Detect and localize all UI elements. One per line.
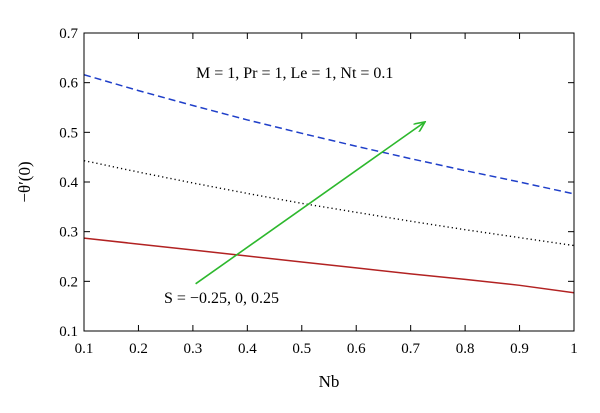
x-axis-ticks: 0.1 0.2 0.3 0.4 0.5 0.6 0.7 0.8 0.9 1 (75, 33, 578, 357)
series-line-3 (84, 74, 574, 195)
y-axis-label: −θ′(0) (15, 161, 34, 202)
y-tick-label: 0.5 (59, 125, 78, 141)
x-tick-label: 0.8 (456, 341, 475, 357)
y-tick-label: 0.1 (59, 324, 78, 340)
x-tick-label: 0.3 (184, 341, 203, 357)
y-tick-label: 0.6 (59, 76, 78, 92)
series-layer (84, 74, 574, 294)
s-direction-arrow (195, 122, 425, 285)
x-tick-label: 0.5 (292, 341, 311, 357)
y-tick-label: 0.4 (59, 175, 78, 191)
s-values-annotation: S = −0.25, 0, 0.25 (164, 290, 279, 307)
x-axis-label: Nb (319, 372, 340, 391)
y-tick-label: 0.7 (59, 26, 78, 42)
x-tick-label: 1 (570, 341, 578, 357)
x-tick-label: 0.7 (401, 341, 420, 357)
y-tick-label: 0.2 (59, 274, 78, 290)
y-tick-label: 0.3 (59, 225, 78, 241)
y-axis-ticks: 0.1 0.2 0.3 0.4 0.5 0.6 0.7 (59, 26, 574, 340)
x-tick-label: 0.2 (129, 341, 148, 357)
params-annotation: M = 1, Pr = 1, Le = 1, Nt = 0.1 (196, 65, 393, 82)
series-line-1 (84, 237, 574, 294)
x-tick-label: 0.6 (347, 341, 366, 357)
x-tick-label: 0.4 (238, 341, 257, 357)
x-tick-label: 0.9 (510, 341, 529, 357)
x-tick-label: 0.1 (75, 341, 94, 357)
series-line-2 (84, 159, 574, 247)
